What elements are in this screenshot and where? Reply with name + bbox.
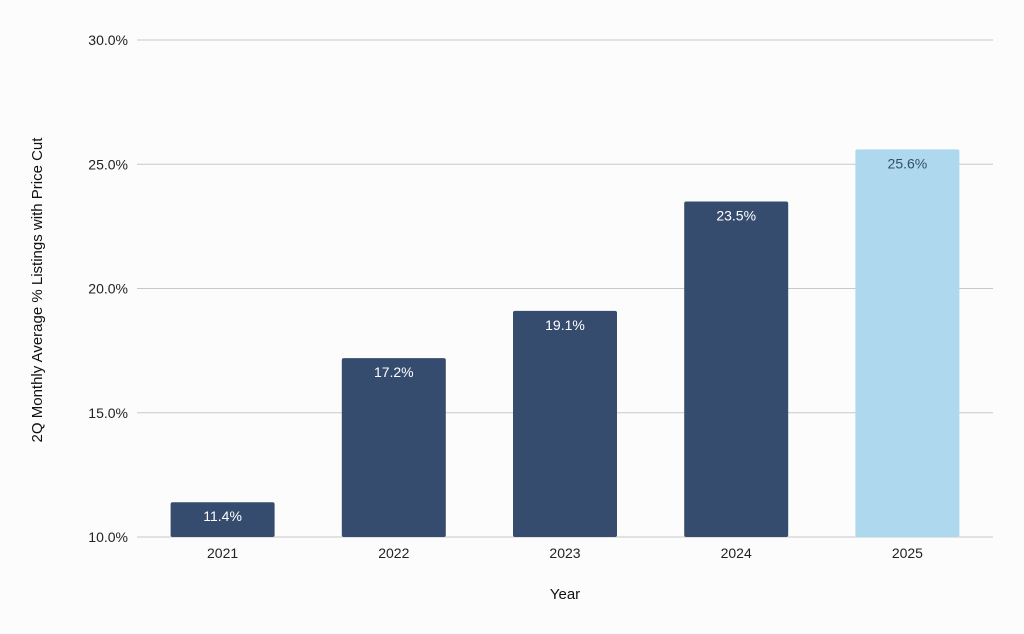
bar-data-labels: 11.4% 17.2% 19.1% 23.5% 25.6% (203, 155, 927, 524)
bar-2021 (170, 502, 275, 537)
data-label-2021: 11.4% (203, 508, 242, 524)
data-label-2022: 17.2% (374, 364, 414, 380)
bar-2024 (684, 201, 789, 537)
y-tick-label: 10.0% (88, 529, 128, 545)
x-tick-label: 2021 (207, 545, 238, 561)
x-tick-label: 2022 (378, 545, 409, 561)
x-axis-title: Year (550, 586, 580, 603)
data-label-2023: 19.1% (545, 317, 585, 333)
bar-2023 (513, 310, 617, 537)
x-axis-tick-labels: 2021 2022 2023 2024 2025 (207, 545, 923, 561)
bar-2025 (855, 149, 960, 537)
bar-2022 (341, 358, 446, 537)
data-label-2024: 23.5% (716, 208, 756, 224)
x-tick-label: 2023 (549, 545, 580, 561)
gridlines (137, 39, 993, 538)
x-tick-label: 2024 (721, 545, 752, 561)
y-tick-label: 15.0% (88, 405, 128, 421)
y-axis-title: 2Q Monthly Average % Listings with Price… (29, 137, 46, 443)
x-tick-label: 2025 (892, 545, 923, 561)
y-tick-label: 30.0% (88, 32, 128, 48)
y-tick-label: 20.0% (88, 281, 128, 297)
data-label-2025: 25.6% (888, 155, 928, 171)
y-tick-label: 25.0% (88, 156, 128, 172)
y-axis-tick-labels: 10.0% 15.0% 20.0% 25.0% 30.0% (88, 32, 128, 545)
bars (170, 149, 960, 537)
